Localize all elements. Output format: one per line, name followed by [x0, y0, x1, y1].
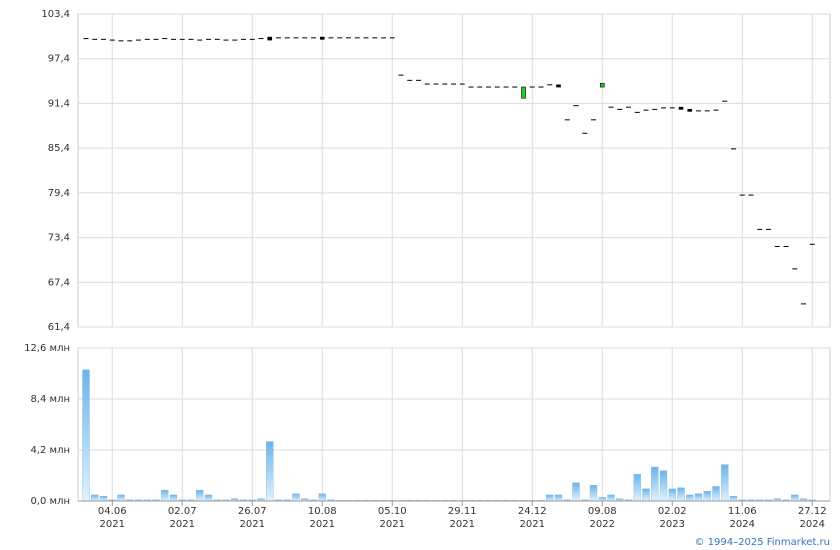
candle: [678, 106, 684, 110]
volume-bar: [651, 466, 659, 502]
candle: [687, 109, 693, 112]
x-tick-label: 2024: [730, 519, 755, 530]
volume-bar: [729, 495, 738, 502]
y-tick-label: 97,4: [48, 54, 70, 65]
volume-bar: [633, 474, 641, 502]
x-tick-label: 2023: [660, 519, 685, 530]
x-tick-label: 2022: [590, 519, 615, 530]
candle: [599, 83, 605, 88]
volume-bar: [99, 495, 108, 502]
volume-bar: [266, 441, 274, 502]
x-tick-label: 09.08: [588, 506, 617, 517]
volume-bar: [82, 369, 90, 502]
y-tick-label: 103,4: [41, 9, 70, 20]
x-tick-label: 02.02: [658, 506, 687, 517]
y-tick-label: 91,4: [48, 98, 70, 109]
volume-bar: [694, 493, 703, 502]
x-tick-label: 05.10: [378, 506, 407, 517]
volume-bar: [292, 493, 300, 502]
volume-bar: [196, 489, 204, 502]
volume-bar: [572, 482, 580, 502]
x-tick-label: 2021: [310, 519, 335, 530]
candle: [556, 84, 561, 88]
y-tick-label: 4,2 млн: [30, 445, 70, 456]
volume-bar: [161, 489, 169, 502]
x-tick-label: 2021: [520, 519, 545, 530]
x-tick-label: 02.07: [168, 506, 197, 517]
y-tick-label: 61,4: [48, 322, 70, 333]
x-tick-label: 11.06: [728, 506, 757, 517]
volume-bar: [721, 464, 729, 502]
y-tick-label: 67,4: [48, 277, 70, 288]
candle: [521, 86, 526, 99]
volume-bar: [791, 494, 799, 502]
y-tick-label: 79,4: [48, 188, 70, 199]
x-tick-label: 2021: [170, 519, 195, 530]
volume-bar: [546, 494, 554, 502]
volume-bar: [712, 486, 720, 502]
volume-bar: [677, 487, 685, 502]
copyright[interactable]: © 1994–2025 Finmarket.ru: [694, 537, 830, 548]
volume-bar: [589, 485, 598, 502]
price-panel: [77, 13, 831, 328]
y-tick-label: 85,4: [48, 143, 70, 154]
volume-bar: [204, 494, 213, 502]
x-tick-label: 29.11: [448, 506, 477, 517]
x-tick-label: 2021: [240, 519, 265, 530]
x-tick-label: 2024: [800, 519, 825, 530]
volume-bar: [91, 494, 99, 502]
volume-bar: [598, 497, 606, 502]
volume-bar: [686, 494, 694, 502]
volume-bar: [318, 493, 326, 502]
y-tick-label: 0,0 млн: [30, 496, 70, 507]
x-tick-label: 04.06: [98, 506, 127, 517]
candle: [319, 36, 325, 40]
x-tick-label: 2021: [380, 519, 405, 530]
volume-bar: [659, 470, 668, 502]
volume-panel: [77, 347, 831, 502]
candle: [267, 36, 273, 41]
x-tick-label: 27.12: [798, 506, 827, 517]
x-tick-label: 26.07: [238, 506, 267, 517]
volume-bar: [169, 494, 178, 502]
x-tick-label: 2021: [450, 519, 475, 530]
y-tick-label: 12,6 млн: [24, 343, 70, 354]
x-tick-label: 24.12: [518, 506, 547, 517]
x-tick-label: 2021: [100, 519, 125, 530]
y-tick-label: 73,4: [48, 233, 70, 244]
x-tick-label: 10.08: [308, 506, 337, 517]
volume-bar: [607, 494, 615, 502]
volume-bar: [668, 488, 676, 502]
volume-bar: [703, 491, 711, 502]
y-tick-label: 8,4 млн: [30, 394, 70, 405]
volume-bar: [117, 494, 125, 502]
volume-bar: [554, 494, 563, 502]
volume-bar: [642, 488, 650, 502]
